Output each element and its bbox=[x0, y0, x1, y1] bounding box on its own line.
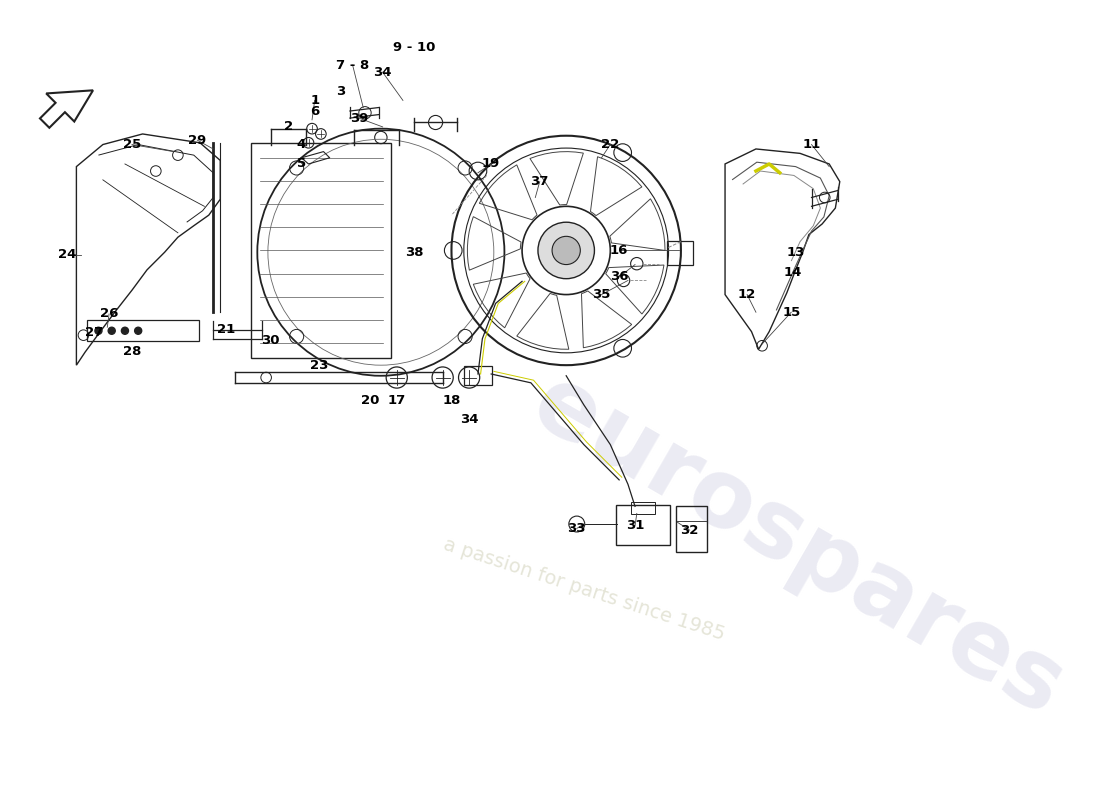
Text: a passion for parts since 1985: a passion for parts since 1985 bbox=[441, 534, 727, 644]
Text: 15: 15 bbox=[782, 306, 801, 318]
Circle shape bbox=[95, 327, 102, 334]
Text: eurospares: eurospares bbox=[516, 358, 1079, 736]
Text: 25: 25 bbox=[123, 138, 141, 151]
Text: 21: 21 bbox=[218, 323, 235, 336]
Text: 23: 23 bbox=[310, 358, 328, 372]
Circle shape bbox=[538, 222, 594, 278]
Text: 27: 27 bbox=[85, 326, 103, 339]
Text: 22: 22 bbox=[602, 138, 619, 151]
Text: 36: 36 bbox=[609, 270, 628, 283]
Text: 7 - 8: 7 - 8 bbox=[336, 58, 370, 72]
Text: 17: 17 bbox=[387, 394, 406, 407]
Text: 4: 4 bbox=[297, 138, 306, 151]
Text: 6: 6 bbox=[310, 105, 319, 118]
Circle shape bbox=[121, 327, 129, 334]
Text: 19: 19 bbox=[482, 158, 500, 170]
Text: 31: 31 bbox=[626, 519, 645, 532]
Text: 3: 3 bbox=[337, 85, 345, 98]
Text: 5: 5 bbox=[297, 158, 306, 170]
Text: 16: 16 bbox=[610, 244, 628, 257]
Text: 13: 13 bbox=[786, 246, 805, 258]
Text: 2: 2 bbox=[284, 120, 293, 134]
Text: 24: 24 bbox=[58, 248, 77, 262]
Text: 33: 33 bbox=[568, 522, 586, 535]
Circle shape bbox=[552, 236, 581, 265]
Circle shape bbox=[108, 327, 115, 334]
Text: 12: 12 bbox=[738, 288, 756, 301]
Text: 29: 29 bbox=[188, 134, 207, 146]
Text: 28: 28 bbox=[123, 346, 141, 358]
Text: 38: 38 bbox=[405, 246, 424, 258]
Text: 35: 35 bbox=[592, 288, 611, 301]
Text: 34: 34 bbox=[460, 414, 478, 426]
Text: 20: 20 bbox=[361, 394, 379, 407]
Text: 18: 18 bbox=[442, 394, 461, 407]
Text: 30: 30 bbox=[262, 334, 279, 347]
Text: 32: 32 bbox=[681, 524, 698, 537]
Text: 11: 11 bbox=[802, 138, 821, 151]
Text: 9 - 10: 9 - 10 bbox=[393, 41, 436, 54]
Text: 34: 34 bbox=[373, 66, 392, 78]
Text: 37: 37 bbox=[530, 175, 549, 188]
Text: 1: 1 bbox=[310, 94, 319, 107]
Text: 26: 26 bbox=[100, 307, 118, 321]
Text: 14: 14 bbox=[784, 266, 802, 279]
Text: 39: 39 bbox=[350, 111, 368, 125]
Circle shape bbox=[134, 327, 142, 334]
